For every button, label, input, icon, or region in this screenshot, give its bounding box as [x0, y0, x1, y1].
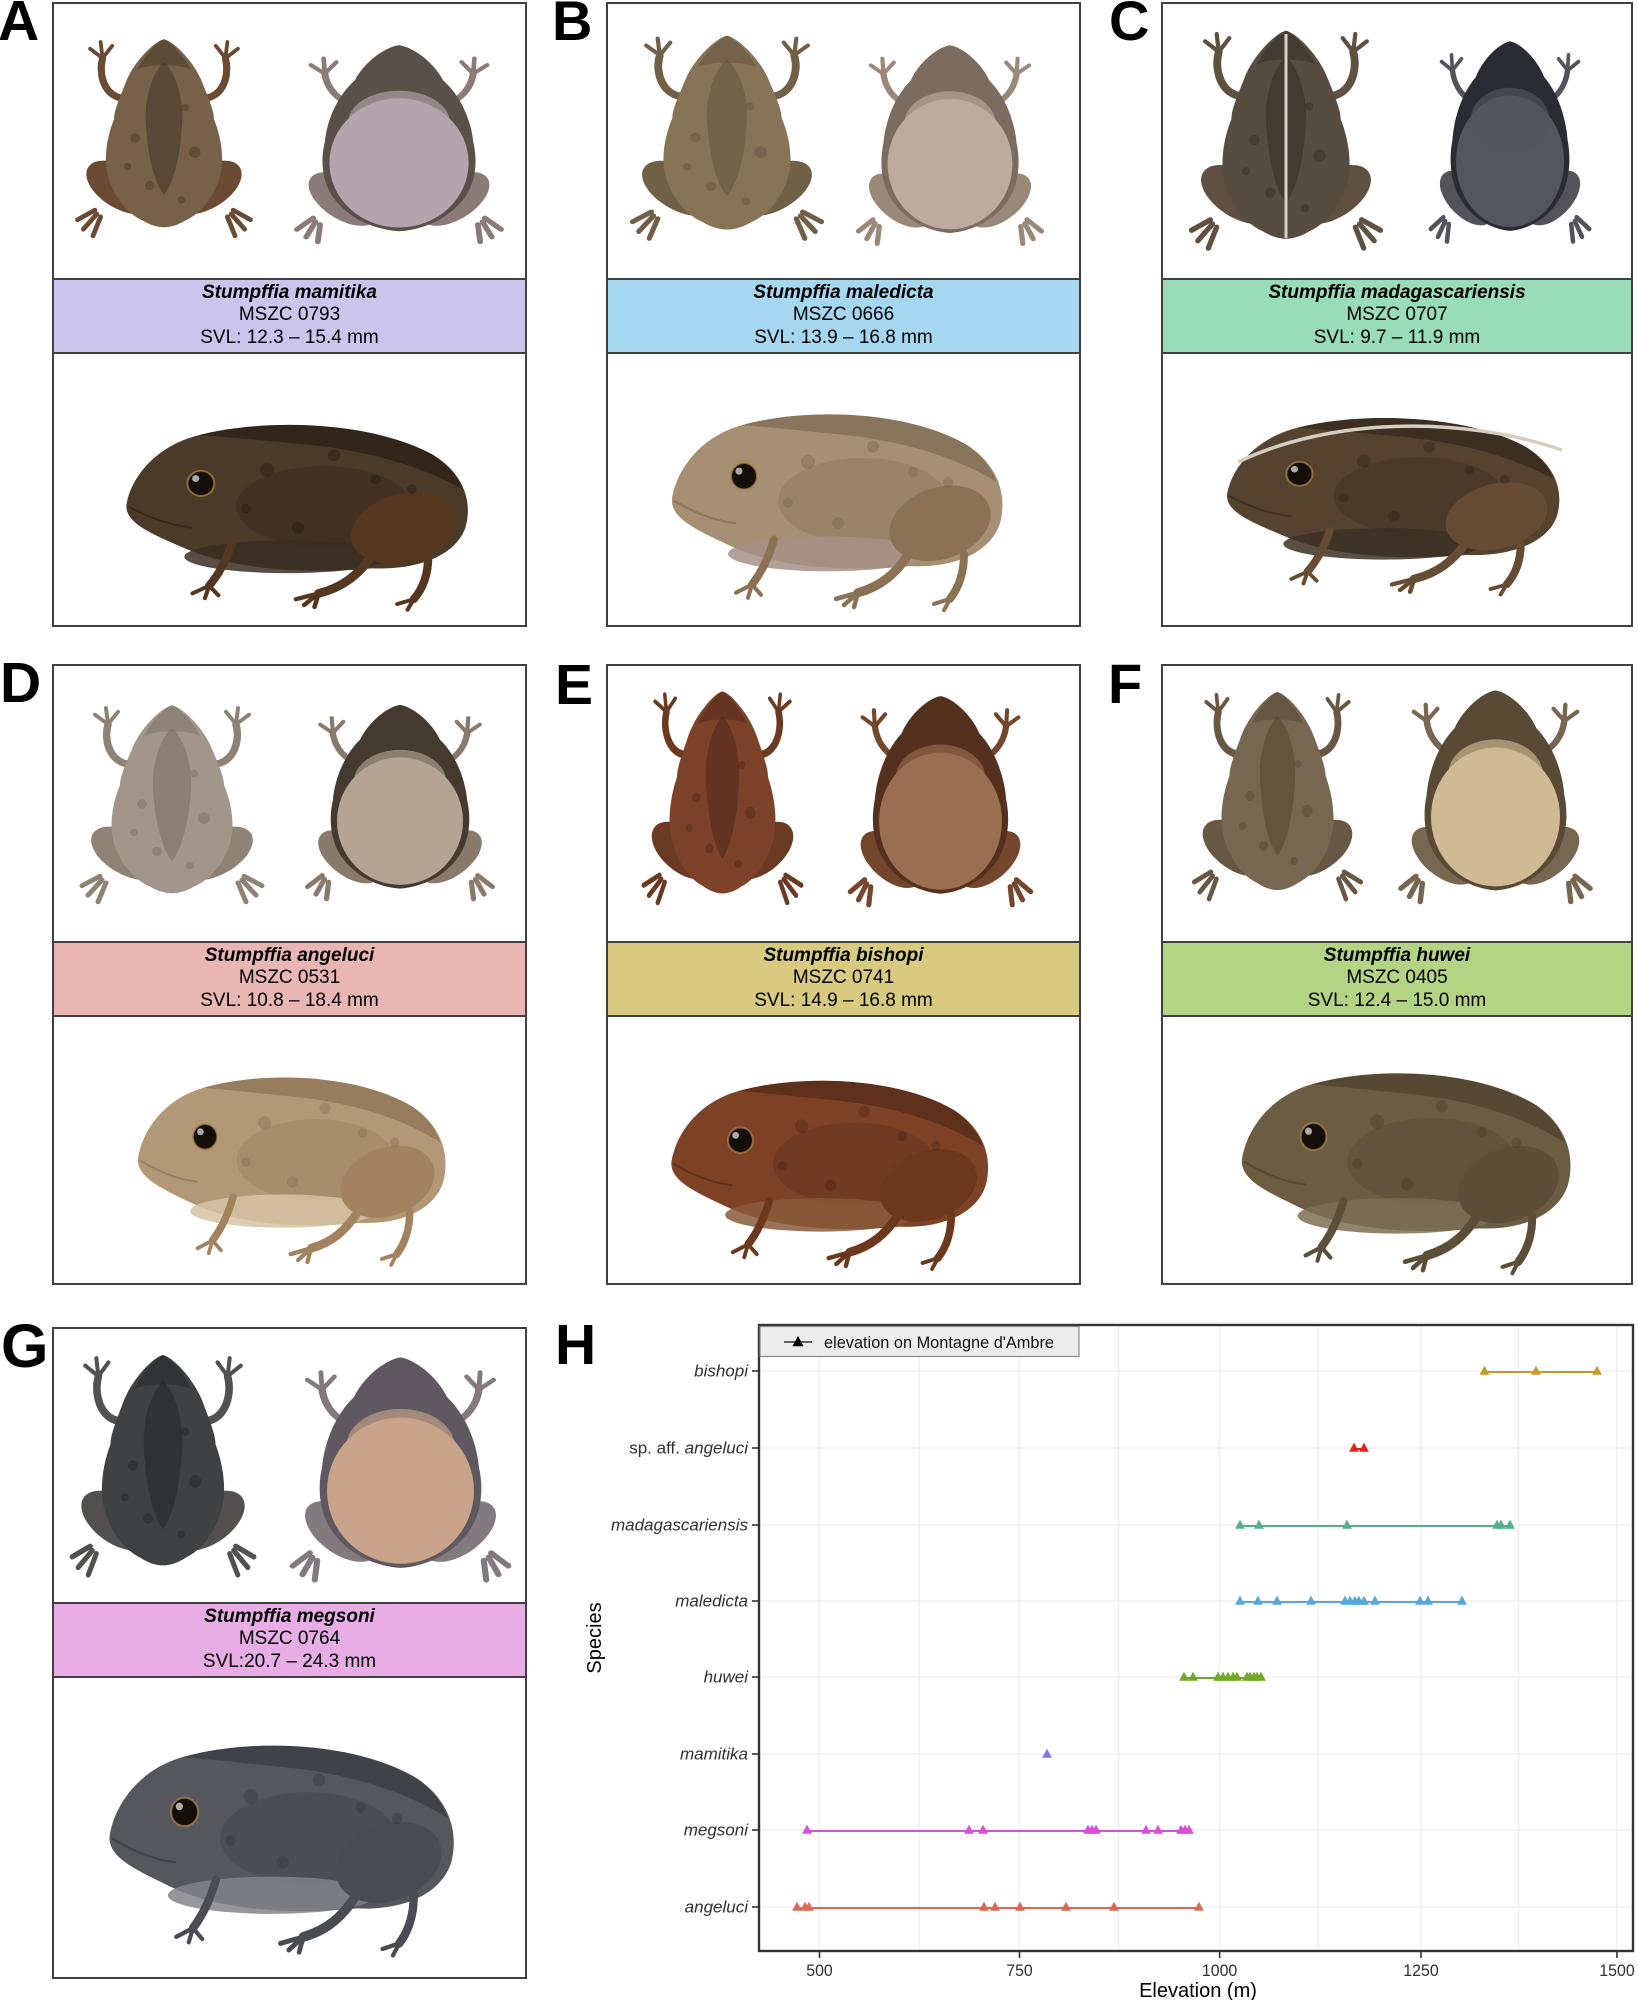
svg-text:sp. aff. angeluci: sp. aff. angeluci	[629, 1439, 749, 1458]
svg-text:elevation on Montagne d'Ambre: elevation on Montagne d'Ambre	[824, 1333, 1054, 1352]
svg-text:mamitika: mamitika	[680, 1745, 748, 1764]
svg-text:Elevation (m): Elevation (m)	[1139, 1980, 1257, 2000]
svg-text:Species: Species	[584, 1602, 606, 1673]
svg-text:750: 750	[1006, 1961, 1033, 1980]
svg-text:1250: 1250	[1403, 1961, 1438, 1980]
svg-text:maledicta: maledicta	[675, 1592, 748, 1611]
svg-text:bishopi: bishopi	[694, 1362, 749, 1381]
svg-text:huwei: huwei	[704, 1668, 750, 1687]
svg-text:angeluci: angeluci	[685, 1898, 750, 1917]
svg-text:madagascariensis: madagascariensis	[611, 1516, 749, 1535]
svg-text:1000: 1000	[1202, 1961, 1237, 1980]
svg-text:500: 500	[806, 1961, 833, 1980]
svg-text:megsoni: megsoni	[684, 1821, 749, 1840]
svg-text:1500: 1500	[1599, 1961, 1634, 1980]
